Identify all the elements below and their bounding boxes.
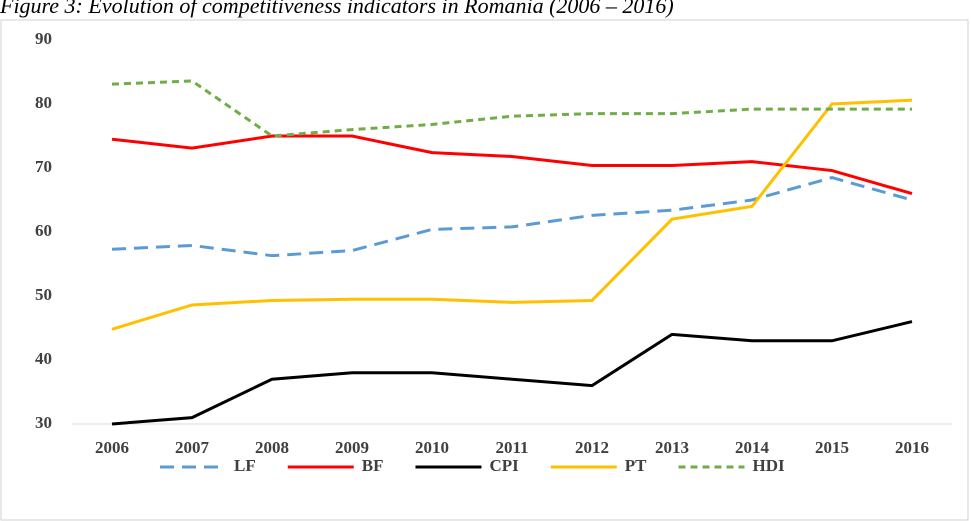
legend-label: BF (362, 456, 384, 475)
series-line (111, 176, 913, 258)
y-tick-label: 40 (35, 349, 52, 368)
x-tick-label: 2012 (575, 438, 609, 457)
x-tick-label: 2014 (735, 438, 770, 457)
series-line (111, 98, 913, 331)
y-tick-label: 30 (35, 413, 52, 432)
chart-title: Figure 3: Evolution of competitiveness i… (0, 0, 674, 18)
y-tick-label: 80 (35, 93, 52, 112)
legend-label: PT (625, 456, 647, 475)
x-tick-label: 2011 (495, 438, 528, 457)
y-tick-label: 70 (35, 157, 52, 176)
x-tick-label: 2010 (415, 438, 449, 457)
chart-frame (0, 19, 969, 521)
series-line (111, 320, 913, 426)
y-tick-label: 50 (35, 285, 52, 304)
legend-label: HDI (752, 456, 785, 475)
x-tick-label: 2015 (815, 438, 849, 457)
legend-label: CPI (489, 456, 519, 475)
series-line (111, 79, 912, 138)
x-tick-label: 2008 (255, 438, 289, 457)
x-tick-label: 2006 (95, 438, 129, 457)
series-line (111, 134, 913, 196)
x-tick-label: 2009 (335, 438, 369, 457)
legend-label: LF (234, 456, 256, 475)
y-tick-label: 90 (35, 29, 52, 48)
x-tick-label: 2007 (175, 438, 210, 457)
y-tick-label: 60 (35, 221, 52, 240)
x-tick-label: 2016 (895, 438, 929, 457)
x-tick-label: 2013 (655, 438, 689, 457)
